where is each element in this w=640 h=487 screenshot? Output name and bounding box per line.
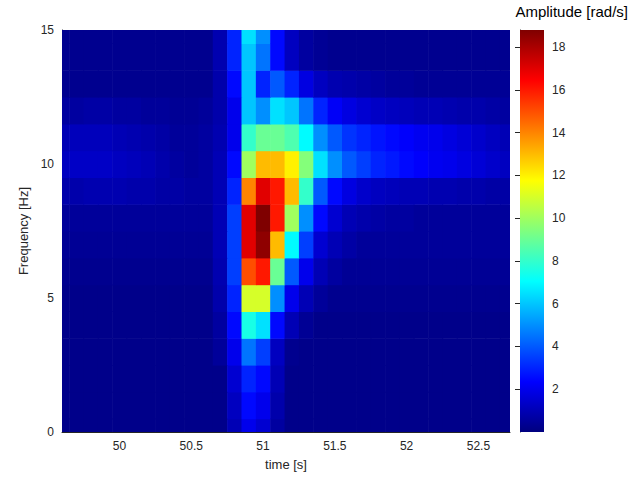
svg-text:51.5: 51.5 — [323, 439, 347, 453]
svg-text:6: 6 — [552, 297, 559, 311]
svg-text:12: 12 — [552, 168, 566, 182]
svg-text:52.5: 52.5 — [467, 439, 491, 453]
svg-text:Frequency [Hz]: Frequency [Hz] — [16, 187, 31, 275]
svg-text:0: 0 — [47, 425, 54, 439]
svg-text:4: 4 — [552, 339, 559, 353]
svg-text:8: 8 — [552, 254, 559, 268]
svg-text:18: 18 — [552, 40, 566, 54]
svg-text:52: 52 — [400, 439, 414, 453]
svg-text:50.5: 50.5 — [180, 439, 204, 453]
svg-text:10: 10 — [41, 157, 55, 171]
svg-text:16: 16 — [552, 83, 566, 97]
svg-text:14: 14 — [552, 126, 566, 140]
svg-text:50: 50 — [113, 439, 127, 453]
svg-text:Amplitude [rad/s]: Amplitude [rad/s] — [515, 3, 628, 20]
svg-text:time [s]: time [s] — [265, 457, 307, 472]
svg-text:5: 5 — [47, 291, 54, 305]
svg-text:10: 10 — [552, 211, 566, 225]
svg-text:51: 51 — [256, 439, 270, 453]
svg-text:15: 15 — [41, 23, 55, 37]
svg-text:2: 2 — [552, 382, 559, 396]
